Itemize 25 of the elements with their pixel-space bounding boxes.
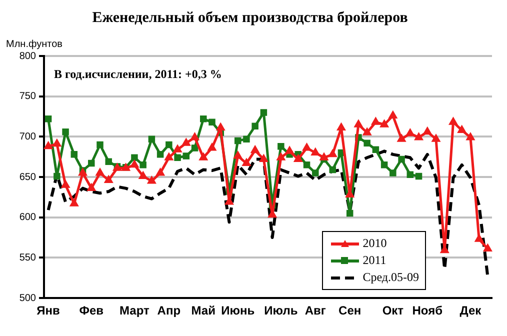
y-tick-label: 700 (19, 131, 36, 142)
x-tick-label: Авг (304, 304, 326, 318)
y-tick-label: 800 (19, 50, 36, 62)
annotation: В год.исчислении, 2011: +0,3 % (54, 67, 222, 81)
y-tick-label: 650 (19, 172, 36, 183)
y-tick-label: 550 (19, 252, 36, 264)
x-tick-label: Янв (36, 304, 60, 318)
x-tick-label: Март (120, 304, 150, 318)
x-tick-label: Май (191, 304, 216, 318)
chart-title: Еженедельный объем производства бройлеров (92, 10, 408, 26)
x-tick-label: Фев (79, 304, 104, 318)
y-tick-label: 500 (19, 292, 36, 304)
x-tick-label: Дек (460, 304, 482, 318)
legend-label: 2011 (362, 253, 386, 268)
legend-label: 2010 (362, 236, 387, 251)
x-tick-label: Окт (382, 304, 404, 318)
y-axis-title: Млн.фунтов (6, 39, 62, 50)
x-tick-label: Апр (157, 304, 181, 318)
y-tick-label: 600 (19, 212, 36, 224)
x-tick-label: Нояб (412, 304, 443, 318)
x-tick-label: Июль (264, 304, 298, 318)
legend-label: Сред.05-09 (362, 270, 420, 285)
x-tick-label: Июнь (221, 304, 255, 318)
y-tick-label: 750 (19, 91, 36, 102)
x-tick-label: Сен (338, 304, 362, 318)
